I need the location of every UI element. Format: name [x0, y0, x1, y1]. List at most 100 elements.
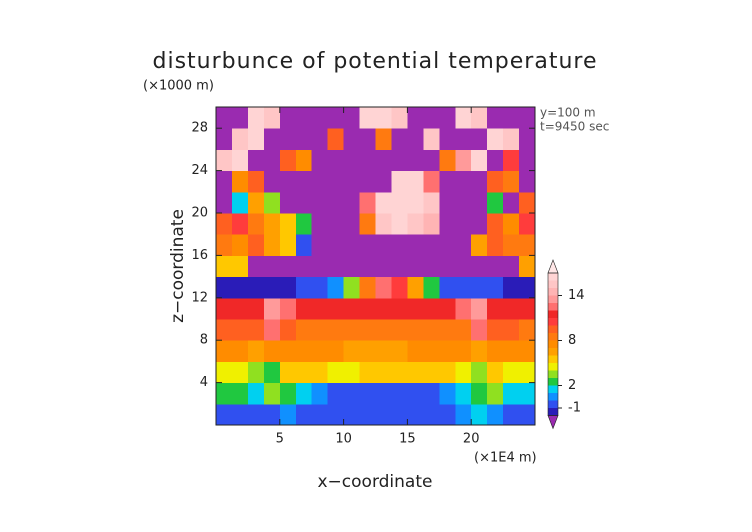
cell	[455, 149, 472, 172]
cell	[487, 340, 504, 362]
cell	[247, 107, 265, 129]
cell	[311, 255, 329, 278]
colorbar-bin	[548, 325, 558, 333]
cell	[295, 297, 313, 320]
colorbar-bin	[548, 273, 558, 281]
cell	[216, 382, 233, 405]
cell	[311, 128, 329, 150]
colorbar-bin	[548, 310, 558, 318]
cell	[455, 191, 472, 214]
cell	[359, 191, 376, 214]
cell	[519, 191, 536, 214]
cell	[439, 382, 456, 405]
cell	[519, 107, 536, 129]
cell	[407, 382, 424, 405]
cell	[343, 382, 361, 405]
cell	[216, 403, 233, 426]
cell	[503, 170, 520, 193]
cell	[216, 213, 233, 235]
cell	[375, 340, 392, 362]
cell	[343, 213, 361, 235]
cell	[263, 107, 281, 129]
colorbar-bin	[548, 363, 558, 371]
cell	[311, 170, 329, 193]
cell	[216, 255, 233, 278]
cell	[263, 403, 281, 426]
cell	[327, 340, 345, 362]
y-tick-label: 28	[191, 121, 208, 136]
cell	[327, 107, 345, 129]
cell	[391, 149, 408, 172]
cell	[455, 340, 472, 362]
cell	[391, 297, 408, 320]
cell	[311, 297, 329, 320]
cell	[231, 213, 249, 235]
cell	[375, 234, 392, 256]
cell	[231, 403, 249, 426]
cell	[375, 149, 392, 172]
y-axis-label: z−coordinate	[168, 209, 188, 323]
cell	[423, 276, 440, 299]
cell	[247, 234, 265, 256]
cell	[247, 340, 265, 362]
cell	[503, 255, 520, 278]
cell	[423, 128, 440, 150]
colorbar-bin	[548, 288, 558, 296]
cell	[455, 213, 472, 235]
colorbar-bin	[548, 295, 558, 303]
cell	[343, 361, 361, 384]
cell	[391, 170, 408, 193]
cell	[295, 191, 313, 214]
cell	[471, 382, 488, 405]
colorbar-bin	[548, 370, 558, 378]
cell	[407, 255, 424, 278]
cell	[423, 319, 440, 341]
cell	[295, 276, 313, 299]
colorbar-bin	[548, 400, 558, 408]
cell	[471, 361, 488, 384]
cell	[231, 234, 249, 256]
cell	[311, 340, 329, 362]
cell	[295, 319, 313, 341]
cell	[423, 149, 440, 172]
cell	[519, 361, 536, 384]
cell	[247, 361, 265, 384]
colorbar-tick-label: 2	[568, 378, 576, 393]
cell	[263, 361, 281, 384]
cell	[391, 255, 408, 278]
cell	[279, 382, 297, 405]
cell	[279, 213, 297, 235]
cell	[216, 107, 233, 129]
cell	[471, 255, 488, 278]
cell	[487, 128, 504, 150]
cell	[455, 403, 472, 426]
colorbar-bin	[548, 340, 558, 348]
cell	[519, 382, 536, 405]
cell	[279, 297, 297, 320]
colorbar-extend-high	[547, 259, 559, 274]
cell	[519, 234, 536, 256]
cell	[375, 255, 392, 278]
cell	[439, 149, 456, 172]
cell	[343, 319, 361, 341]
cell	[327, 128, 345, 150]
cell	[247, 382, 265, 405]
cell	[216, 170, 233, 193]
cell	[455, 361, 472, 384]
cell	[216, 340, 233, 362]
colorbar-bin	[548, 393, 558, 401]
cell	[359, 276, 376, 299]
cell	[375, 107, 392, 129]
cell	[519, 403, 536, 426]
colorbar-bin	[548, 280, 558, 288]
cell	[279, 361, 297, 384]
colorbar-extend-low	[547, 415, 559, 430]
cell	[391, 191, 408, 214]
cell	[327, 382, 345, 405]
cell	[295, 234, 313, 256]
cell	[439, 107, 456, 129]
cell	[327, 149, 345, 172]
cell	[519, 276, 536, 299]
x-tick-label: 10	[335, 432, 352, 447]
cell	[295, 255, 313, 278]
